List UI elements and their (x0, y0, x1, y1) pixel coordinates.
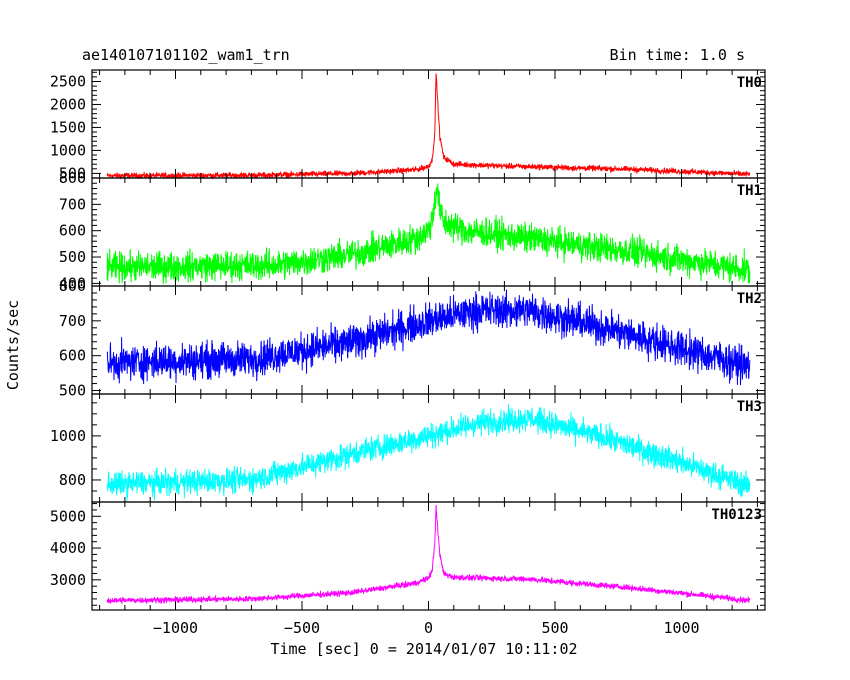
y-tick-label: 5000 (50, 507, 86, 525)
series-line-th2 (106, 289, 751, 386)
y-tick-label: 800 (59, 277, 86, 295)
x-tick-label: 1000 (663, 619, 699, 637)
y-tick-label: 1500 (50, 118, 86, 136)
y-tick-label: 700 (59, 312, 86, 330)
x-tick-label: 500 (541, 619, 568, 637)
y-tick-label: 3000 (50, 571, 86, 589)
y-tick-label: 2000 (50, 95, 86, 113)
panel-frame-th0123 (91, 501, 766, 611)
y-tick-label: 600 (59, 347, 86, 365)
y-tick-label: 1000 (50, 141, 86, 159)
chart-subtitle: Bin time: 1.0 s (610, 46, 745, 64)
panel-frame-th0 (91, 69, 766, 179)
series-line-th0 (106, 73, 751, 180)
series-line-th3 (106, 403, 751, 501)
y-tick-label: 500 (59, 382, 86, 400)
x-tick-label: 0 (424, 619, 433, 637)
y-tick-label: 700 (59, 195, 86, 213)
chart-title: ae140107101102_wam1_trn (82, 46, 290, 64)
y-tick-label: 500 (59, 164, 86, 182)
x-tick-label: −1000 (153, 619, 198, 637)
y-tick-label: 1000 (50, 427, 86, 445)
y-tick-label: 400 (59, 274, 86, 292)
y-tick-label: 800 (59, 471, 86, 489)
y-tick-label: 4000 (50, 539, 86, 557)
x-tick-label: −500 (284, 619, 320, 637)
series-line-th1 (106, 183, 751, 284)
y-tick-label: 500 (59, 248, 86, 266)
y-axis-label: Counts/sec (4, 300, 22, 390)
y-tick-label: 600 (59, 222, 86, 240)
y-tick-label: 800 (59, 169, 86, 187)
x-axis-label: Time [sec] 0 = 2014/01/07 10:11:02 (270, 640, 577, 658)
panels-group: 500 1000 1500 2000 2500 TH0 400 500 600 700 800 TH1… (50, 69, 766, 637)
series-line-th0123 (106, 505, 751, 605)
series-label-th3: TH3 (737, 399, 762, 415)
series-label-th0: TH0 (737, 75, 762, 91)
series-label-th2: TH2 (737, 291, 762, 307)
y-tick-label: 2500 (50, 72, 86, 90)
series-label-th1: TH1 (737, 183, 762, 199)
series-label-th0123: TH0123 (711, 507, 762, 523)
